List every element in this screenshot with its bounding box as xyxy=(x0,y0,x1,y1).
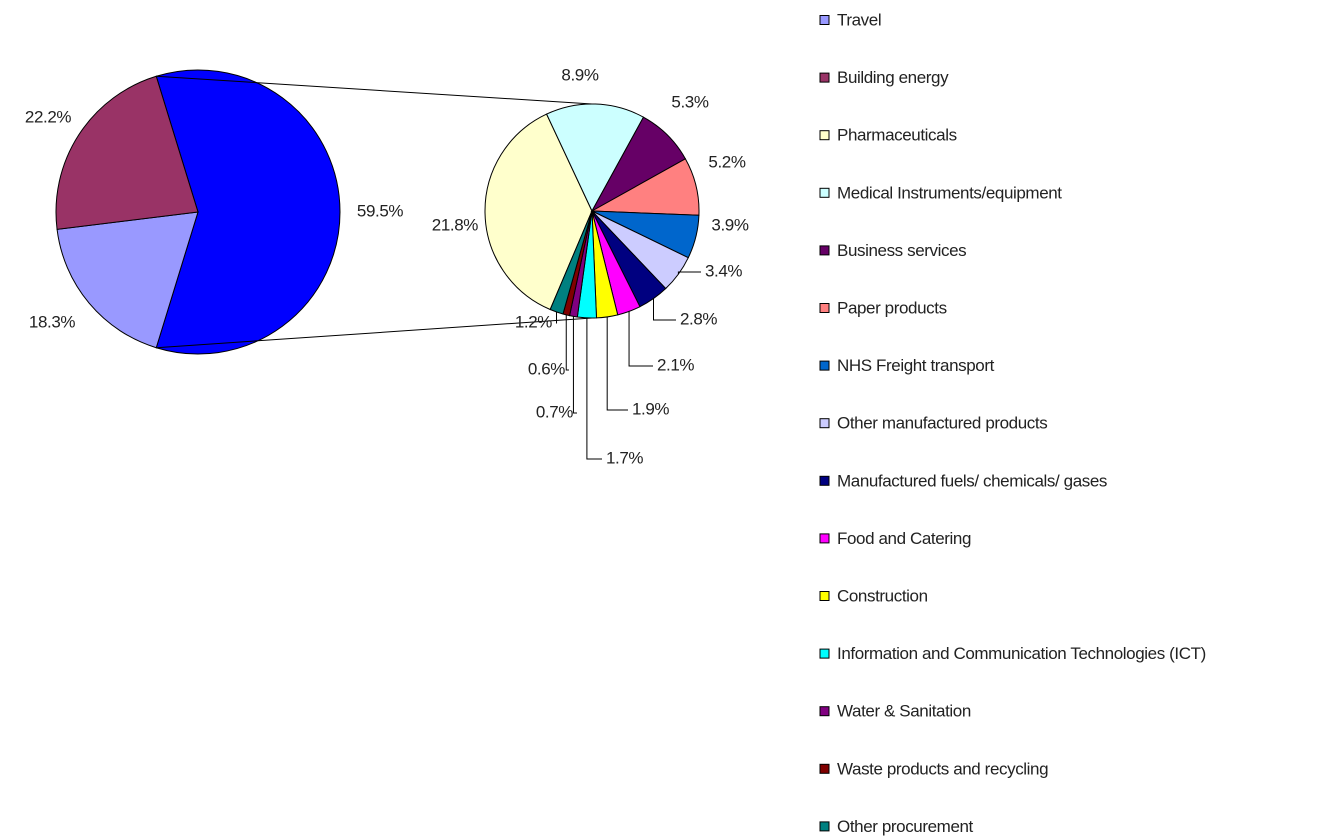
pie-slice xyxy=(56,211,199,349)
legend-label: Water & Sanitation xyxy=(837,702,971,721)
data-label: 5.2% xyxy=(708,152,745,171)
leader-line xyxy=(606,316,628,411)
data-label: 21.8% xyxy=(432,215,478,234)
data-label: 2.1% xyxy=(657,355,694,374)
legend-label: Waste products and recycling xyxy=(837,759,1048,778)
legend-label: Building energy xyxy=(837,68,949,87)
legend-marker xyxy=(819,187,830,198)
data-label: 8.9% xyxy=(561,65,598,84)
leader-line xyxy=(565,314,569,371)
legend-marker xyxy=(819,591,830,601)
legend-label: Food and Catering xyxy=(837,529,971,548)
legend-marker xyxy=(819,418,830,429)
data-label: 59.5% xyxy=(357,201,403,220)
connector-line xyxy=(156,317,593,349)
legend-marker xyxy=(819,245,830,256)
data-label: 0.7% xyxy=(536,402,573,421)
leader-line xyxy=(556,311,558,324)
legend-marker xyxy=(819,360,830,371)
data-label: 1.7% xyxy=(606,448,643,467)
legend-label: NHS Freight transport xyxy=(837,356,995,375)
data-label: 1.2% xyxy=(515,312,552,331)
pie-slice xyxy=(545,103,645,213)
leader-line xyxy=(572,316,577,414)
legend-marker xyxy=(819,648,830,659)
data-label: 3.4% xyxy=(705,261,742,280)
legend-marker xyxy=(819,533,830,544)
pie-slice xyxy=(484,113,593,311)
leader-line xyxy=(586,317,602,460)
legend-label: Information and Communication Technologi… xyxy=(837,644,1206,663)
legend-label: Other manufactured products xyxy=(837,414,1047,433)
connector-line xyxy=(156,75,593,105)
legend-label: Other procurement xyxy=(837,817,974,836)
pie-slice xyxy=(155,69,341,355)
legend-marker xyxy=(819,72,830,83)
legend-marker xyxy=(819,763,830,774)
data-label: 18.3% xyxy=(29,312,75,331)
pie-slice xyxy=(55,75,199,230)
data-label: 22.2% xyxy=(25,107,71,126)
legend-marker xyxy=(819,15,830,25)
leader-line xyxy=(628,311,653,367)
legend-label: Medical Instruments/equipment xyxy=(837,183,1062,202)
legend-label: Travel xyxy=(837,10,881,29)
legend-label: Paper products xyxy=(837,298,947,317)
leader-line xyxy=(653,298,676,321)
legend-label: Construction xyxy=(837,586,928,605)
pie-slice xyxy=(549,210,593,315)
leader-line xyxy=(677,271,701,275)
legend-label: Pharmaceuticals xyxy=(837,126,957,145)
data-label: 0.6% xyxy=(528,359,565,378)
legend-marker xyxy=(819,130,830,141)
data-label: 1.9% xyxy=(632,399,669,418)
legend-marker xyxy=(819,706,830,717)
legend-marker xyxy=(819,475,830,486)
legend-marker xyxy=(819,821,830,832)
data-label: 2.8% xyxy=(680,309,717,328)
legend-marker xyxy=(819,303,830,313)
legend-label: Business services xyxy=(837,241,966,260)
data-label: 3.9% xyxy=(711,215,748,234)
legend-label: Manufactured fuels/ chemicals/ gases xyxy=(837,471,1107,490)
data-label: 5.3% xyxy=(671,92,708,111)
